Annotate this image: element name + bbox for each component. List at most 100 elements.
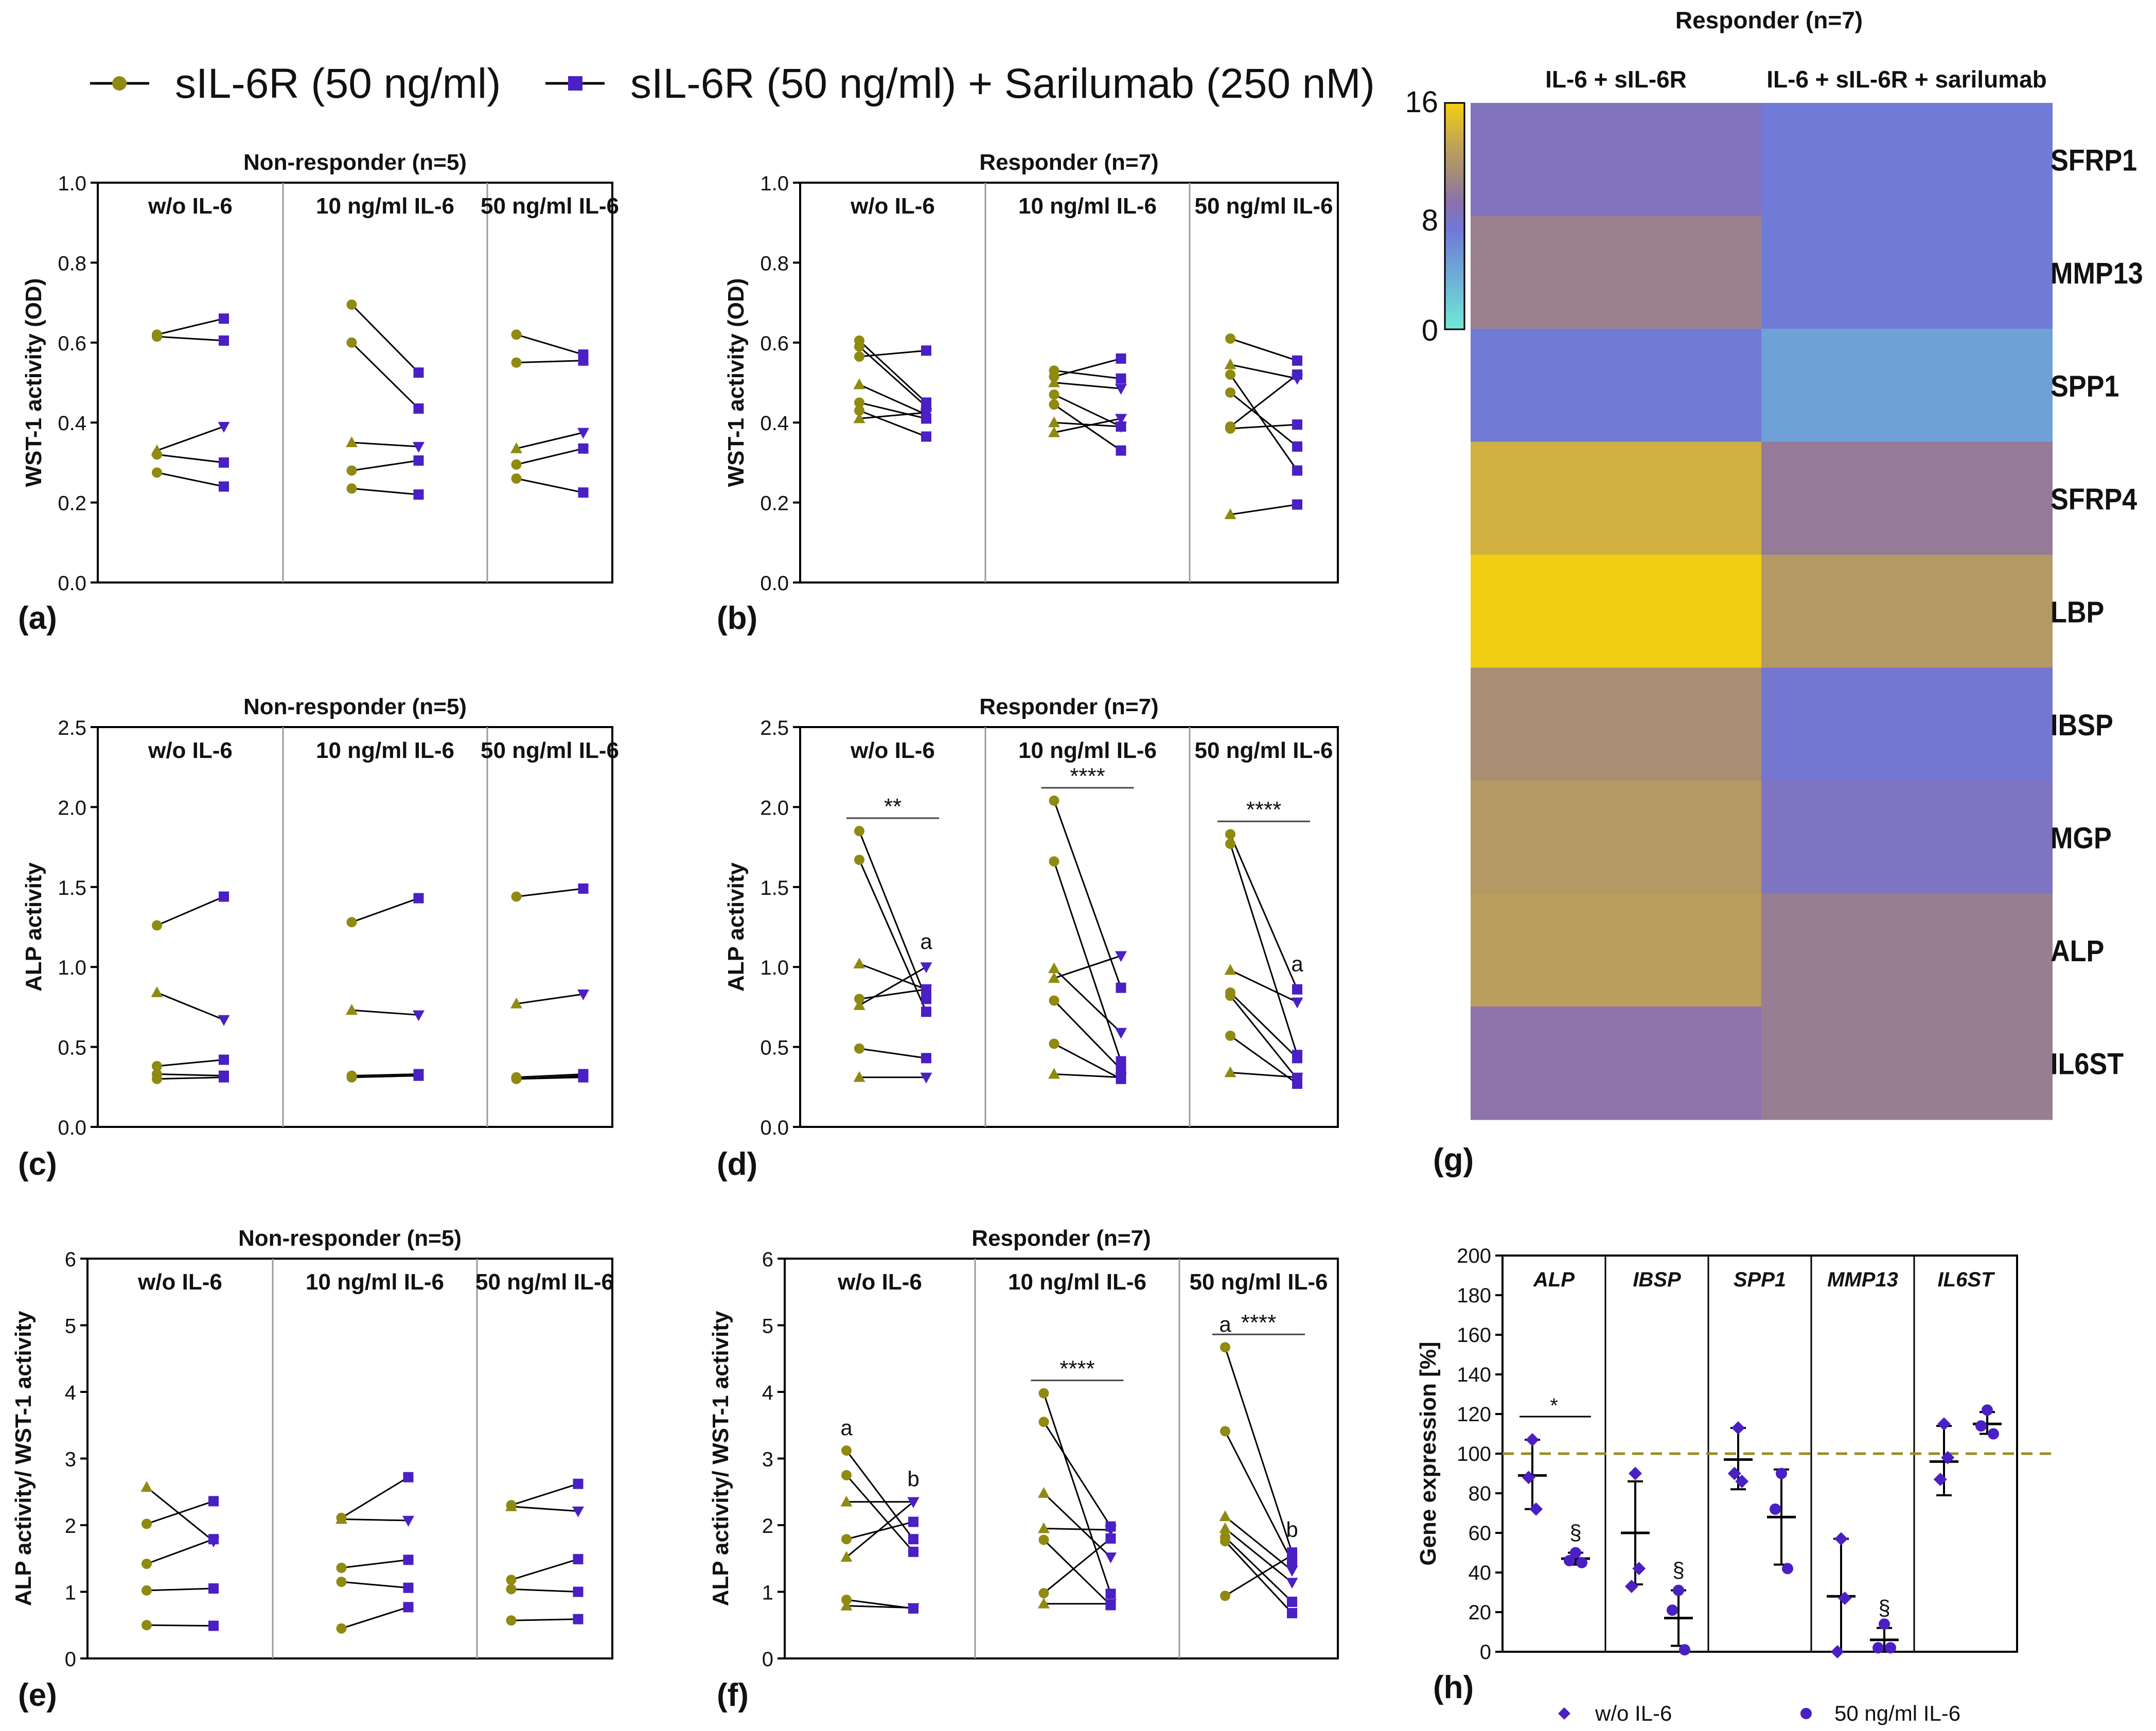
y-tick-label: 0.2 [58,492,86,515]
point-after [578,1072,589,1083]
plot-frame [86,1258,613,1659]
point-before [841,1470,852,1480]
point-before [1049,1038,1059,1049]
y-tick-label: 80 [1469,1482,1492,1505]
point-after [219,1072,229,1083]
pair-line [1224,1430,1293,1562]
y-tick-label: 4 [762,1382,773,1404]
panel-title: Responder (n=7) [979,150,1158,175]
pair-line [351,487,419,496]
y-axis-label: ALP activity [723,862,749,992]
plot-frame [97,726,613,1128]
pair-line [341,1606,409,1630]
point-after [1116,1056,1126,1067]
pair-line [1230,392,1298,447]
point-before [346,917,357,928]
pair-line [156,992,224,1021]
panel-title: Responder (n=7) [971,1226,1151,1251]
point-after [908,1546,918,1557]
pair-line [341,1518,409,1522]
section-marker: § [1878,1596,1890,1620]
group-1: w/o IL-6 [148,193,233,492]
panel-title: Non-responder (n=5) [243,150,467,175]
pair-line [146,1587,214,1592]
pair-line [516,1073,584,1079]
y-tick-label: 0.4 [760,412,789,435]
significance-stars: **** [1241,1310,1277,1335]
point-after [1115,1028,1127,1039]
y-tick-label: 0.0 [58,572,86,595]
legend-h-wo-label: w/o IL-6 [1595,1701,1672,1725]
y-tick-label: 2.5 [58,717,86,739]
point-wo [1629,1467,1642,1480]
pair-line [859,401,927,419]
point-before [1220,1591,1230,1601]
point-il6 [1782,1563,1793,1575]
point-after [1292,1079,1302,1089]
point-after [908,1534,918,1545]
group-3: 50 ng/ml IL-6 **** a [1195,738,1333,1089]
y-tick-label: 0.6 [760,332,789,355]
point-wo [1838,1592,1852,1605]
gene-group: IBSP § [1621,1268,1693,1656]
point-after [219,1054,229,1065]
point-before [1219,1510,1231,1522]
pair-line [1043,1538,1111,1594]
pair-line [516,1076,584,1080]
point-before [853,957,865,968]
y-tick-label: 0.2 [760,492,789,515]
point-after [1291,997,1303,1009]
pair-line [516,432,584,450]
pair-line [351,897,419,923]
panel-label: (b) [717,600,757,636]
point-after [920,962,932,974]
point-before [142,1620,152,1631]
y-tick-label: 6 [762,1248,773,1271]
point-wo [1830,1645,1844,1658]
point-before [346,465,357,476]
point-before [346,1004,358,1015]
pair-line [146,1487,214,1542]
point-after [1105,1552,1117,1564]
heatmap-title: Responder (n=7) [1675,7,1863,33]
pair-line [1224,1541,1293,1614]
letter-b: b [907,1467,919,1491]
point-before [1224,964,1236,975]
point-before [152,1073,162,1084]
group-1: w/o IL-6 [850,193,935,442]
pair-line [1224,1347,1293,1553]
point-before [1225,369,1235,380]
y-tick-label: 60 [1469,1522,1492,1545]
point-after [219,335,229,346]
y-tick-label: 0.0 [760,572,789,595]
pair-line [1229,843,1298,1055]
point-before [336,1577,347,1587]
gene-label: MMP13 [1827,1268,1898,1291]
y-tick-label: 0.0 [58,1117,86,1139]
letter-a: a [840,1416,853,1440]
gene-label: IBSP [1633,1268,1681,1291]
pair-line [1230,1035,1298,1085]
heatmap-cell [1761,1006,2053,1120]
legend: sIL-6R (50 ng/ml) sIL-6R (50 ng/ml) + Sa… [90,60,1375,107]
point-after [413,367,424,378]
pair-line [1230,374,1298,428]
heatmap-cell [1761,103,2053,217]
point-before [854,854,864,865]
group-label: 10 ng/ml IL-6 [316,738,454,763]
y-tick-label: 2.0 [58,797,86,819]
letter-a: a [920,929,932,953]
heatmap-column-label: IL-6 + sIL-6R [1545,66,1687,93]
group-2: 10 ng/ml IL-6 [316,193,454,500]
y-tick-label: 100 [1457,1443,1491,1465]
pair-line [351,304,419,374]
pair-line [156,1073,224,1077]
point-before [1220,1426,1230,1437]
significance-stars: **** [1070,764,1105,789]
heatmap-cell [1471,1006,1762,1120]
group-label: 50 ng/ml IL-6 [481,738,619,763]
pair-line [511,1483,578,1506]
pair-line [1054,382,1121,390]
point-before [854,826,864,837]
pair-line [1054,421,1121,428]
